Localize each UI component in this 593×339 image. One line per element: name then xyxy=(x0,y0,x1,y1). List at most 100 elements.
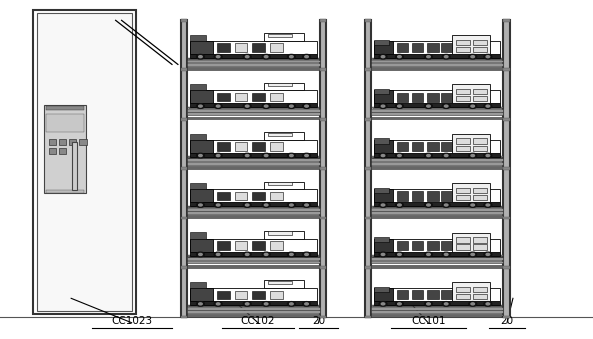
Bar xyxy=(252,43,265,52)
Circle shape xyxy=(425,203,432,207)
Circle shape xyxy=(214,153,222,158)
Bar xyxy=(456,287,470,292)
Circle shape xyxy=(425,153,432,158)
Circle shape xyxy=(288,104,295,108)
Circle shape xyxy=(381,155,385,157)
Bar xyxy=(217,93,229,101)
Bar xyxy=(181,167,187,170)
Circle shape xyxy=(425,252,432,257)
Bar xyxy=(79,139,87,145)
Bar xyxy=(374,138,390,144)
Bar xyxy=(371,67,503,70)
Circle shape xyxy=(199,303,202,305)
Bar xyxy=(33,10,136,314)
Circle shape xyxy=(302,104,311,108)
Bar xyxy=(371,60,503,62)
Bar xyxy=(187,211,320,214)
Circle shape xyxy=(243,153,251,158)
Circle shape xyxy=(302,55,311,59)
Bar xyxy=(252,93,265,101)
Bar xyxy=(374,189,393,202)
Bar xyxy=(264,182,304,189)
Circle shape xyxy=(486,254,490,256)
Bar xyxy=(473,188,487,193)
Bar xyxy=(190,252,317,256)
Bar xyxy=(181,68,187,71)
Bar xyxy=(372,305,503,306)
Bar xyxy=(371,265,503,267)
Circle shape xyxy=(288,153,295,158)
Bar xyxy=(372,58,503,59)
Bar xyxy=(270,43,282,52)
Circle shape xyxy=(468,104,477,108)
Circle shape xyxy=(196,203,205,207)
Circle shape xyxy=(196,302,205,306)
Circle shape xyxy=(246,204,249,206)
Circle shape xyxy=(262,252,270,257)
Circle shape xyxy=(396,104,403,108)
Bar xyxy=(181,19,187,22)
Bar xyxy=(46,190,84,193)
Circle shape xyxy=(262,153,270,158)
Bar xyxy=(187,310,320,313)
Bar xyxy=(441,241,452,250)
Bar xyxy=(188,305,319,306)
Circle shape xyxy=(381,105,385,107)
Bar xyxy=(374,140,500,153)
Bar xyxy=(190,183,206,189)
Bar xyxy=(267,232,292,235)
Bar xyxy=(235,291,247,299)
Bar xyxy=(452,35,490,54)
Circle shape xyxy=(305,204,308,206)
Circle shape xyxy=(214,252,222,257)
Bar xyxy=(473,138,487,144)
Bar xyxy=(441,290,452,299)
Circle shape xyxy=(396,302,403,306)
Bar xyxy=(187,63,320,66)
Circle shape xyxy=(289,303,293,305)
Bar xyxy=(235,43,247,52)
Circle shape xyxy=(196,153,205,158)
Bar xyxy=(181,118,187,121)
Bar xyxy=(473,96,487,101)
Bar xyxy=(69,139,76,145)
Bar xyxy=(374,90,393,103)
Bar xyxy=(365,217,371,219)
Bar xyxy=(397,142,409,151)
Circle shape xyxy=(302,153,311,158)
Circle shape xyxy=(468,252,477,257)
Circle shape xyxy=(396,55,403,59)
Circle shape xyxy=(305,56,308,58)
Bar xyxy=(372,206,503,207)
Circle shape xyxy=(379,104,387,108)
Bar xyxy=(252,291,265,299)
Circle shape xyxy=(427,303,431,305)
Bar xyxy=(371,211,503,214)
Circle shape xyxy=(444,254,448,256)
Circle shape xyxy=(246,105,249,107)
Bar xyxy=(320,167,326,170)
Circle shape xyxy=(398,56,401,58)
Bar xyxy=(452,84,490,103)
Bar xyxy=(412,43,423,52)
Bar xyxy=(374,239,500,252)
Bar xyxy=(187,265,320,267)
Circle shape xyxy=(289,105,293,107)
Circle shape xyxy=(427,56,431,58)
Bar xyxy=(365,316,371,318)
Bar xyxy=(452,134,490,153)
Bar xyxy=(456,89,470,94)
Bar xyxy=(365,118,371,121)
Bar xyxy=(427,241,439,250)
Bar xyxy=(190,202,317,206)
Bar xyxy=(473,294,487,299)
Bar xyxy=(473,195,487,200)
Bar xyxy=(320,217,326,219)
Circle shape xyxy=(216,105,220,107)
Circle shape xyxy=(427,254,431,256)
Bar xyxy=(503,19,510,22)
Bar xyxy=(365,167,371,170)
Bar xyxy=(59,139,66,145)
Bar xyxy=(456,188,470,193)
Circle shape xyxy=(471,204,474,206)
